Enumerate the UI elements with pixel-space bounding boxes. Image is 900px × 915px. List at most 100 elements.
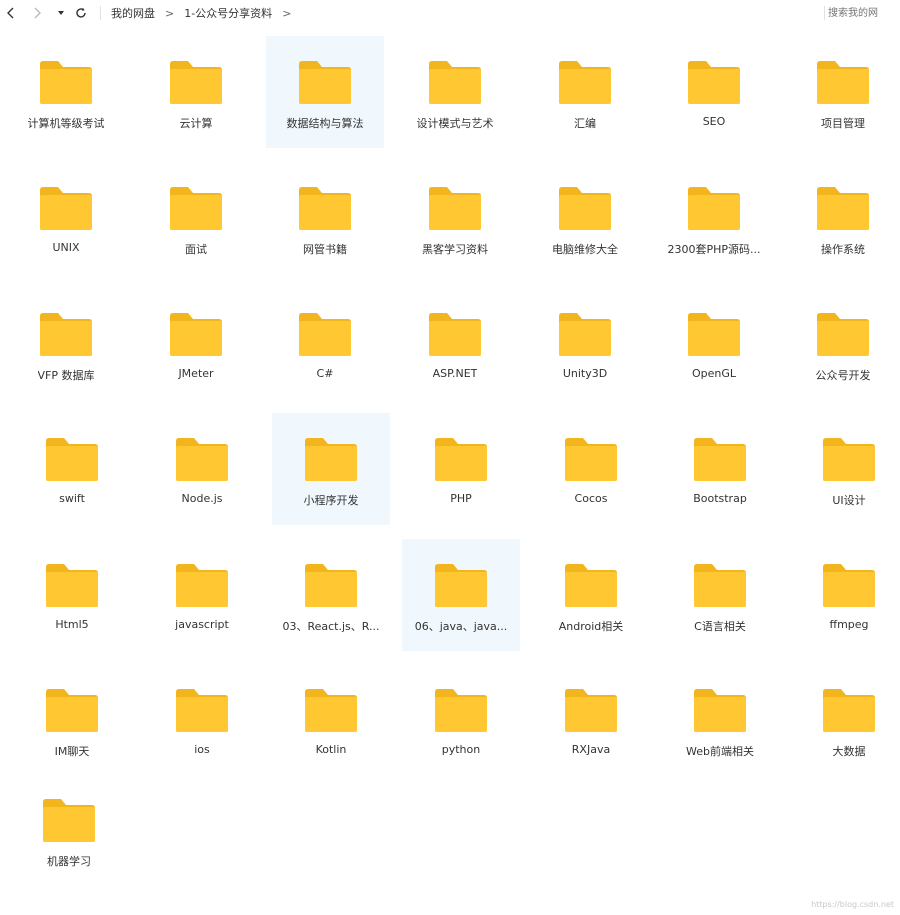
folder-icon (40, 61, 92, 104)
folder-item[interactable]: JMeter (137, 288, 255, 400)
folder-item[interactable]: 汇编 (526, 36, 644, 148)
folder-icon (46, 564, 98, 607)
folder-icon (565, 689, 617, 732)
folder-icon (46, 438, 98, 481)
folder-icon (429, 61, 481, 104)
toolbar: 我的网盘 > 1-公众号分享资料 > (0, 0, 900, 26)
folder-item[interactable]: Bootstrap (661, 413, 779, 525)
folder-item[interactable]: 操作系统 (784, 162, 900, 274)
folder-icon (694, 564, 746, 607)
folder-item[interactable]: OpenGL (655, 288, 773, 400)
folder-label: RXJava (571, 743, 611, 756)
folder-item[interactable]: Unity3D (526, 288, 644, 400)
folder-icon (170, 187, 222, 230)
folder-icon (176, 564, 228, 607)
folder-item[interactable]: C# (266, 288, 384, 400)
folder-item[interactable]: 机器学习 (10, 774, 128, 886)
folder-label: python (441, 743, 481, 756)
folder-item[interactable]: 03、React.js、R... (272, 539, 390, 651)
folder-item[interactable]: VFP 数据库 (7, 288, 125, 400)
folder-item[interactable]: 06、java、java... (402, 539, 520, 651)
folder-label: UI设计 (832, 494, 866, 507)
folder-item[interactable]: Cocos (532, 413, 650, 525)
folder-label: ios (194, 743, 210, 756)
folder-item[interactable]: 网管书籍 (266, 162, 384, 274)
folder-item[interactable]: ios (143, 664, 261, 776)
folder-item[interactable]: IM聊天 (13, 664, 131, 776)
folder-item[interactable]: Html5 (13, 539, 131, 651)
folder-label: Node.js (181, 492, 223, 505)
folder-icon (688, 61, 740, 104)
folder-item[interactable]: 计算机等级考试 (7, 36, 125, 148)
folder-item[interactable]: ASP.NET (396, 288, 514, 400)
folder-item[interactable]: PHP (402, 413, 520, 525)
forward-button[interactable] (28, 4, 46, 22)
folder-item[interactable]: python (402, 664, 520, 776)
folder-item[interactable]: 云计算 (137, 36, 255, 148)
folder-icon (435, 438, 487, 481)
folder-label: 数据结构与算法 (286, 117, 364, 130)
folder-item[interactable]: 电脑维修大全 (526, 162, 644, 274)
folder-label: 操作系统 (821, 243, 865, 256)
folder-label: IM聊天 (54, 745, 90, 758)
search-input[interactable] (826, 4, 900, 22)
folder-item[interactable]: 项目管理 (784, 36, 900, 148)
folder-label: 计算机等级考试 (27, 117, 105, 130)
folder-item[interactable]: RXJava (532, 664, 650, 776)
folder-label: 公众号开发 (815, 369, 871, 382)
folder-item[interactable]: Node.js (143, 413, 261, 525)
back-button[interactable] (2, 4, 20, 22)
refresh-button[interactable] (72, 4, 90, 22)
refresh-icon (76, 7, 86, 18)
folder-item[interactable]: Android相关 (532, 539, 650, 651)
folder-icon (299, 187, 351, 230)
folder-row: swift Node.js 小程序开发 PHP Cocos Bootstrap UI设计 (0, 413, 900, 527)
breadcrumb-current[interactable]: 1-公众号分享资料 (184, 7, 273, 20)
folder-label: 2300套PHP源码... (667, 243, 761, 256)
folder-item[interactable]: 黑客学习资料 (396, 162, 514, 274)
breadcrumb-separator: > (165, 6, 175, 20)
folder-item[interactable]: SEO (655, 36, 773, 148)
folder-item[interactable]: swift (13, 413, 131, 525)
folder-row: IM聊天 ios Kotlin python RXJava Web前端相关 大数据 (0, 664, 900, 778)
breadcrumb-root[interactable]: 我的网盘 (111, 7, 155, 20)
folder-label: 电脑维修大全 (552, 243, 618, 256)
folder-icon (299, 313, 351, 356)
folder-icon (176, 689, 228, 732)
folder-item[interactable]: UI设计 (790, 413, 900, 525)
folder-label: UNIX (52, 241, 80, 254)
folder-label: C语言相关 (694, 620, 746, 633)
folder-item[interactable]: 2300套PHP源码... (655, 162, 773, 274)
folder-row: VFP 数据库 JMeter C# ASP.NET Unity3D OpenGL 公众号开发 (0, 288, 900, 402)
folder-icon (823, 564, 875, 607)
folder-icon (40, 187, 92, 230)
folder-label: Unity3D (562, 367, 608, 380)
folder-icon (559, 61, 611, 104)
folder-icon (559, 187, 611, 230)
folder-item[interactable]: ffmpeg (790, 539, 900, 651)
folder-item[interactable]: C语言相关 (661, 539, 779, 651)
folder-icon (429, 187, 481, 230)
folder-row: Html5 javascript 03、React.js、R... 06、java、j… (0, 539, 900, 653)
folder-item[interactable]: javascript (143, 539, 261, 651)
folder-item[interactable]: 设计模式与艺术 (396, 36, 514, 148)
folder-item[interactable]: 数据结构与算法 (266, 36, 384, 148)
folder-item[interactable]: Kotlin (272, 664, 390, 776)
folder-label: ffmpeg (829, 618, 869, 631)
folder-item[interactable]: 小程序开发 (272, 413, 390, 525)
folder-label: 机器学习 (47, 855, 91, 868)
history-dropdown-button[interactable] (52, 4, 70, 22)
breadcrumb-separator: > (282, 6, 292, 20)
folder-label: Bootstrap (693, 492, 747, 505)
folder-label: 设计模式与艺术 (416, 117, 494, 130)
folder-label: Cocos (574, 492, 608, 505)
folder-row: 计算机等级考试 云计算 数据结构与算法 设计模式与艺术 汇编 SEO 项目管理 (0, 36, 900, 150)
folder-label: Android相关 (558, 620, 624, 633)
folder-label: 网管书籍 (303, 243, 347, 256)
folder-item[interactable]: Web前端相关 (661, 664, 779, 776)
folder-item[interactable]: UNIX (7, 162, 125, 274)
folder-item[interactable]: 公众号开发 (784, 288, 900, 400)
folder-item[interactable]: 大数据 (790, 664, 900, 776)
folder-label: SEO (702, 115, 726, 128)
folder-item[interactable]: 面试 (137, 162, 255, 274)
